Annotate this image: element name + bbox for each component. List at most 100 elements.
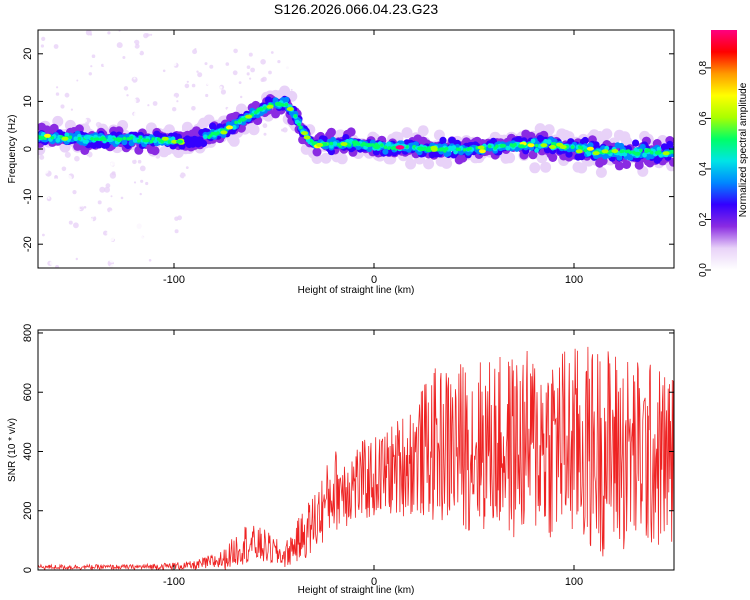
- spectrogram-speckle: [125, 229, 128, 232]
- spectrogram-speckle: [140, 115, 144, 120]
- spectrogram-speckle: [118, 245, 125, 252]
- spectrogram-ridge-cell: [513, 142, 517, 147]
- spectrogram-speckle: [152, 208, 156, 212]
- spectrogram-ridge-cell: [583, 148, 587, 153]
- spectrogram-speckle: [150, 33, 153, 36]
- spectrogram-speckle: [136, 205, 140, 209]
- spectrogram-speckle: [192, 49, 198, 55]
- spectrogram-speckle: [150, 195, 153, 198]
- spectrogram-speckle: [47, 113, 53, 118]
- spectrogram-hotspot: [644, 148, 652, 153]
- spectrogram-speckle: [179, 42, 184, 47]
- spectrogram-speckle: [139, 235, 145, 242]
- spectrogram-ridge-cell: [163, 124, 175, 136]
- spectrogram-speckle: [42, 74, 48, 80]
- spectrogram-speckle: [101, 55, 108, 62]
- spectrogram-speckle: [95, 259, 99, 263]
- spectrogram-speckle: [112, 37, 115, 40]
- spectrogram-speckle: [141, 248, 146, 252]
- spectrogram-speckle: [75, 249, 79, 253]
- spectrogram-speckle: [97, 229, 100, 233]
- spectrogram-speckle: [191, 83, 196, 88]
- spectrogram-speckle: [154, 233, 160, 240]
- spectrogram-speckle: [130, 154, 137, 161]
- spectrogram-speckle: [161, 199, 165, 203]
- spectrogram-speckle: [139, 165, 146, 172]
- spectrogram-ridge-cell: [309, 139, 314, 143]
- spectrogram-speckle: [41, 226, 44, 228]
- spectrogram-hotspot: [559, 145, 567, 149]
- spectrogram-ridge-cell: [200, 139, 208, 148]
- spectrogram-speckle: [98, 113, 103, 118]
- spectrogram-ridge-cell: [614, 161, 624, 171]
- spectrogram-speckle: [184, 199, 187, 202]
- spectrogram-ridge-cell: [346, 127, 356, 137]
- spectrogram-speckle: [92, 189, 98, 195]
- spectrogram-speckle: [125, 62, 128, 65]
- spectrogram-ridge-cell: [216, 131, 220, 135]
- spectrogram-speckle: [240, 95, 243, 99]
- spectrogram-speckle: [248, 52, 253, 57]
- spectrogram-speckle: [183, 176, 188, 181]
- spectrogram-hotspot: [601, 149, 609, 154]
- spectrogram-speckle: [56, 105, 60, 109]
- spectrogram-hotspot: [611, 149, 619, 153]
- spectrogram-hotspot: [176, 139, 183, 144]
- spectrogram-speckle: [68, 220, 73, 225]
- spectrogram-ridge-cell: [150, 146, 160, 156]
- spectrogram-speckle: [201, 111, 205, 115]
- spectrogram-ridge-cell: [543, 139, 548, 144]
- spectrogram-speckle: [76, 251, 80, 256]
- spectrogram-speckle: [73, 38, 79, 45]
- spectrogram-ridge-cell: [380, 143, 384, 147]
- spectrogram-speckle: [146, 101, 150, 104]
- spectrogram-speckle: [65, 252, 68, 256]
- spectrogram-speckle: [123, 48, 127, 52]
- spectrogram-ridge-cell: [453, 149, 458, 155]
- spectrogram-speckle: [109, 252, 113, 257]
- spectrogram-speckle: [59, 225, 63, 229]
- spectrogram-speckle: [92, 150, 97, 155]
- spectrogram-speckle: [135, 112, 139, 117]
- spectrogram-speckle: [112, 69, 116, 73]
- snr-frame: [37, 329, 675, 571]
- spectrogram-speckle: [208, 49, 212, 52]
- spectrogram-speckle: [121, 58, 127, 64]
- spectrogram-speckle: [136, 170, 140, 174]
- spectrogram-ridge-cell: [529, 162, 541, 174]
- spectrogram-speckle: [72, 162, 75, 166]
- spectrogram-speckle: [134, 39, 140, 46]
- spectrogram-speckle: [120, 31, 123, 34]
- spectrogram-speckle: [51, 69, 56, 74]
- spectrogram-speckle: [178, 177, 182, 182]
- spectrogram-speckle: [170, 72, 176, 78]
- spectrogram-speckle: [134, 107, 140, 113]
- spectrogram-speckle: [100, 82, 103, 85]
- spectrogram-ridge-cell: [329, 141, 334, 146]
- spectrogram-speckle: [107, 31, 111, 35]
- spectrogram-speckle: [164, 114, 171, 122]
- colorbar-tick-label: 0.0: [698, 263, 709, 277]
- colorbar-tick-label: 0.2: [698, 212, 709, 226]
- spectrogram-hotspot: [373, 145, 381, 150]
- spectrogram-speckle: [85, 63, 92, 70]
- spectrogram-ridge-cell: [312, 147, 322, 157]
- spectrogram-speckle: [120, 196, 124, 200]
- spectrogram-speckle: [132, 159, 137, 165]
- spectrogram-speckle: [144, 196, 151, 203]
- spectrogram-hotspot: [161, 136, 169, 141]
- colorbar-tick-label: 0.6: [698, 111, 709, 125]
- spectrogram-speckle: [176, 195, 183, 202]
- spectrogram-speckle: [61, 208, 66, 212]
- spectrogram-y-tick-label: -10: [22, 189, 34, 205]
- spectrogram-hotspot: [316, 142, 323, 147]
- spectrogram-speckle: [78, 191, 81, 195]
- spectrogram-x-label: Height of straight line (km): [298, 285, 415, 296]
- spectrogram-speckle: [168, 196, 175, 204]
- spectrogram-speckle: [229, 66, 234, 71]
- spectrogram-speckle: [171, 93, 175, 97]
- spectrogram-speckle: [72, 210, 77, 215]
- snr-y-tick-label: 200: [22, 502, 34, 520]
- colorbar-gradient: [711, 30, 737, 270]
- spectrogram-speckle: [91, 87, 95, 91]
